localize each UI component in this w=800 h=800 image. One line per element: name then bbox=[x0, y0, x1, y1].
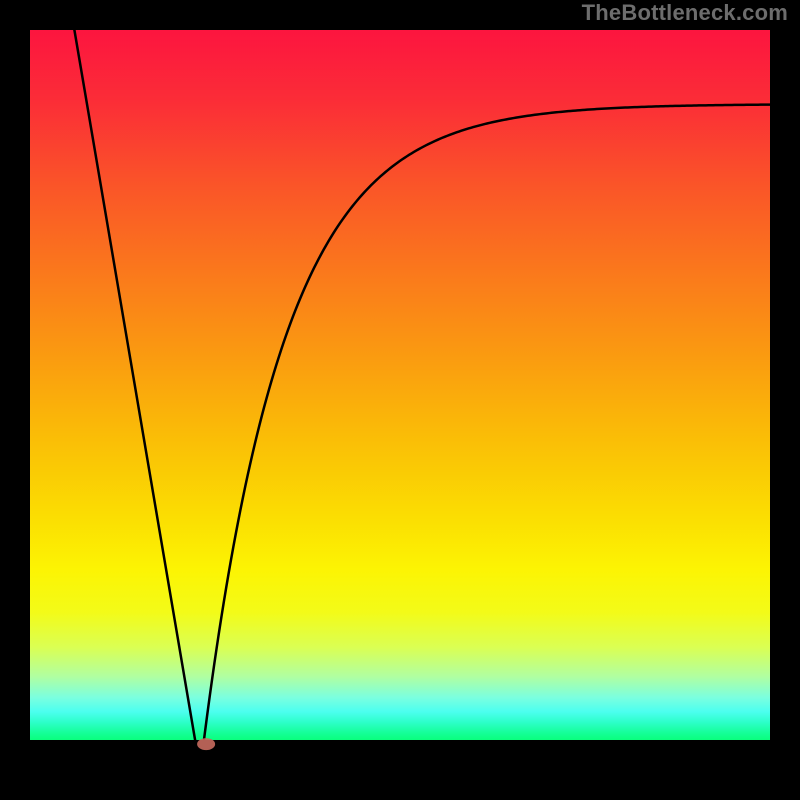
chart-svg bbox=[0, 0, 800, 800]
chart-container: TheBottleneck.com bbox=[0, 0, 800, 800]
watermark-text: TheBottleneck.com bbox=[582, 0, 788, 26]
